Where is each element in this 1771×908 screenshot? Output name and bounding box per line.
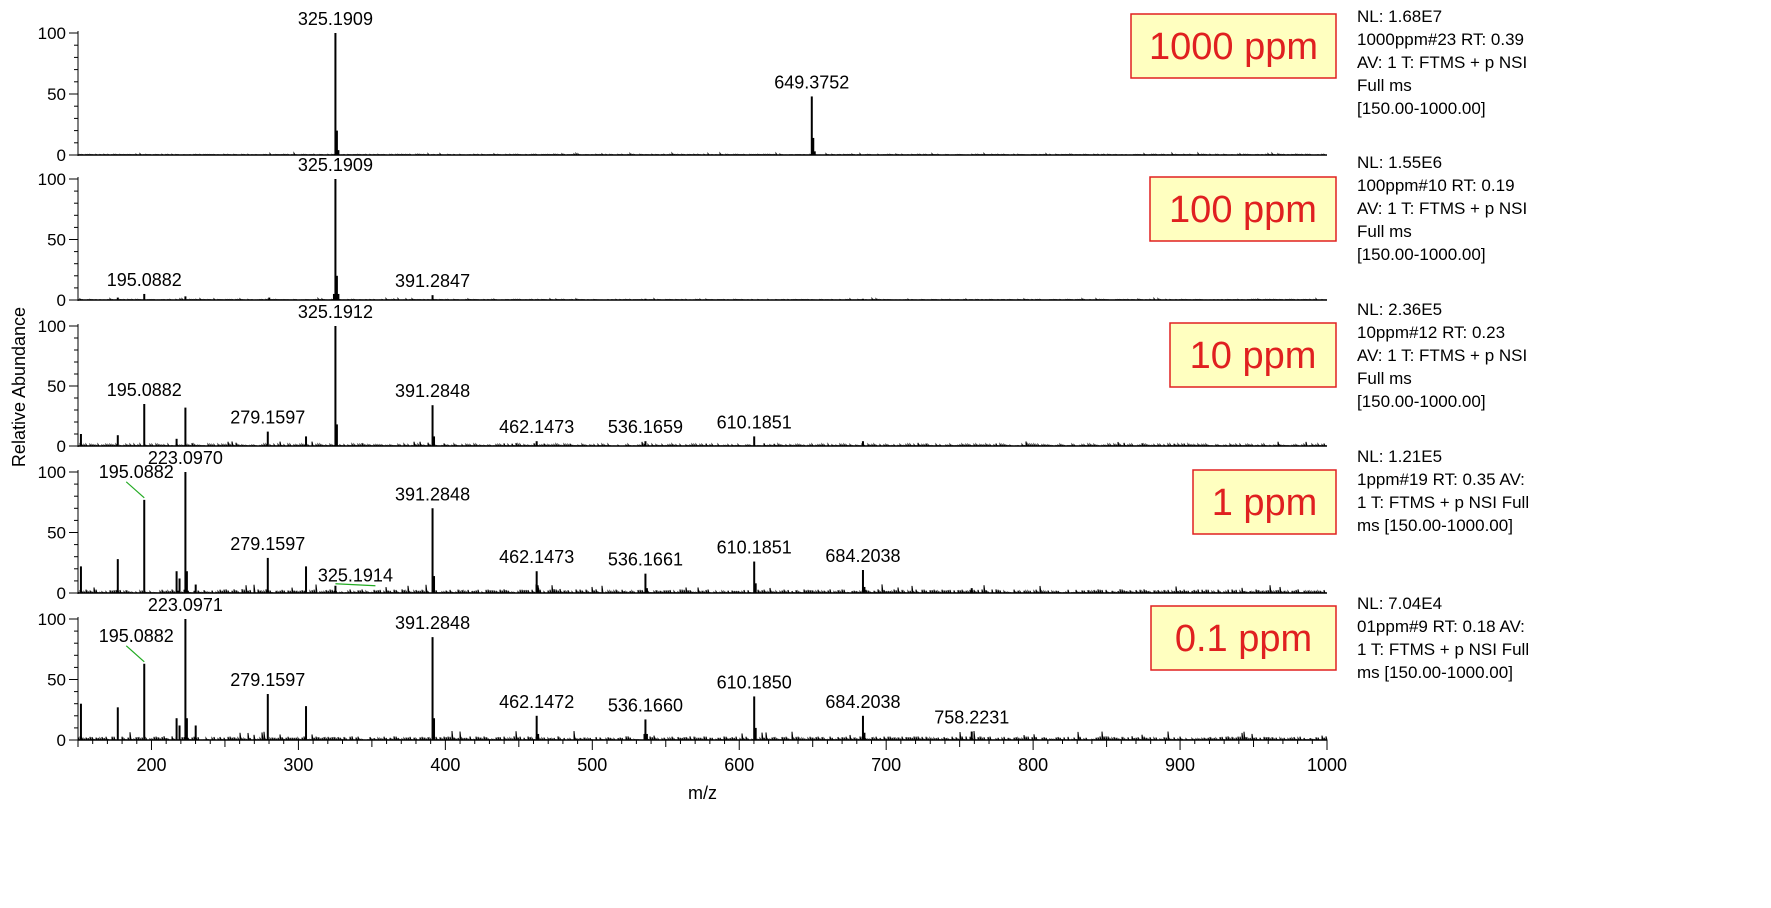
scan-info-line: NL: 1.21E5 — [1357, 447, 1442, 466]
scan-info-line: NL: 7.04E4 — [1357, 594, 1442, 613]
scan-info-line: 1ppm#19 RT: 0.35 AV: — [1357, 470, 1525, 489]
peak-label: 462.1473 — [499, 547, 574, 567]
peak-label: 195.0882 — [107, 270, 182, 290]
concentration-box — [1149, 176, 1337, 242]
y-tick-label: 100 — [38, 317, 66, 336]
x-tick-label: 600 — [724, 755, 754, 775]
concentration-label: 1000 ppm — [1149, 26, 1318, 68]
peak-label: 195.0882 — [107, 380, 182, 400]
peak-label: 610.1850 — [717, 672, 792, 692]
scan-info-line: ms [150.00-1000.00] — [1357, 663, 1513, 682]
scan-info-line: AV: 1 T: FTMS + p NSI — [1357, 346, 1527, 365]
peak-leader-line — [125, 645, 145, 663]
peak-label: 223.0970 — [148, 448, 223, 468]
concentration-box — [1150, 605, 1337, 671]
peak-label: 325.1912 — [298, 302, 373, 322]
scan-info-line: 100ppm#10 RT: 0.19 — [1357, 176, 1515, 195]
peak-label: 462.1473 — [499, 417, 574, 437]
x-tick-label: 800 — [1018, 755, 1048, 775]
peak-label: 279.1597 — [230, 534, 305, 554]
concentration-box — [1130, 13, 1337, 79]
peak-label: 684.2038 — [825, 692, 900, 712]
peak-label: 610.1851 — [717, 538, 792, 558]
y-tick-label: 100 — [38, 463, 66, 482]
x-tick-label: 200 — [136, 755, 166, 775]
scan-info-line: NL: 1.68E7 — [1357, 7, 1442, 26]
peak-label: 391.2848 — [395, 613, 470, 633]
scan-info-line: Full ms — [1357, 222, 1412, 241]
concentration-box — [1169, 322, 1337, 388]
y-tick-label: 0 — [57, 731, 66, 750]
scan-info-line: 1 T: FTMS + p NSI Full — [1357, 640, 1529, 659]
peak-label: 195.0882 — [99, 462, 174, 482]
peak-label: 684.2038 — [825, 546, 900, 566]
peak-label: 279.1597 — [230, 408, 305, 428]
y-tick-label: 0 — [57, 146, 66, 165]
concentration-label: 10 ppm — [1190, 335, 1317, 377]
x-tick-label: 1000 — [1307, 755, 1347, 775]
scan-info-line: Full ms — [1357, 369, 1412, 388]
concentration-label: 100 ppm — [1169, 189, 1317, 231]
scan-info-line: Full ms — [1357, 76, 1412, 95]
scan-info-line: AV: 1 T: FTMS + p NSI — [1357, 53, 1527, 72]
y-tick-label: 100 — [38, 170, 66, 189]
y-tick-label: 50 — [47, 671, 66, 690]
y-tick-label: 50 — [47, 231, 66, 250]
scan-info-line: [150.00-1000.00] — [1357, 245, 1486, 264]
scan-info-line: NL: 2.36E5 — [1357, 300, 1442, 319]
scan-info-line: AV: 1 T: FTMS + p NSI — [1357, 199, 1527, 218]
x-tick-label: 900 — [1165, 755, 1195, 775]
concentration-label: 0.1 ppm — [1175, 618, 1312, 660]
peak-label: 325.1914 — [318, 566, 393, 586]
peak-label: 758.2231 — [934, 708, 1009, 728]
y-tick-label: 50 — [47, 524, 66, 543]
peak-label: 223.0971 — [148, 595, 223, 615]
y-tick-label: 0 — [57, 584, 66, 603]
peak-label: 325.1909 — [298, 155, 373, 175]
scan-info-line: 10ppm#12 RT: 0.23 — [1357, 323, 1505, 342]
peak-label: 325.1909 — [298, 9, 373, 29]
peak-label: 279.1597 — [230, 670, 305, 690]
peak-label: 536.1661 — [608, 550, 683, 570]
y-tick-label: 50 — [47, 85, 66, 104]
peak-leader-line — [125, 481, 145, 499]
scan-info-line: 1000ppm#23 RT: 0.39 — [1357, 30, 1524, 49]
peak-label: 649.3752 — [774, 72, 849, 92]
peak-label: 536.1659 — [608, 417, 683, 437]
peak-label: 391.2848 — [395, 381, 470, 401]
scan-info-line: 1 T: FTMS + p NSI Full — [1357, 493, 1529, 512]
peak-label: 536.1660 — [608, 695, 683, 715]
y-axis-title: Relative Abundance — [9, 307, 29, 467]
baseline-noise-trace — [77, 730, 1328, 741]
y-tick-label: 100 — [38, 610, 66, 629]
peak-leader-line — [335, 583, 376, 587]
peak-label: 610.1851 — [717, 412, 792, 432]
peak-label: 462.1472 — [499, 692, 574, 712]
x-tick-label: 700 — [871, 755, 901, 775]
scan-info-line: [150.00-1000.00] — [1357, 392, 1486, 411]
concentration-label: 1 ppm — [1212, 482, 1318, 524]
scan-info-line: NL: 1.55E6 — [1357, 153, 1442, 172]
x-axis-title: m/z — [688, 783, 717, 803]
peak-label: 195.0882 — [99, 626, 174, 646]
scan-info-line: [150.00-1000.00] — [1357, 99, 1486, 118]
y-tick-label: 0 — [57, 291, 66, 310]
x-tick-label: 300 — [283, 755, 313, 775]
y-tick-label: 0 — [57, 437, 66, 456]
scan-info-line: 01ppm#9 RT: 0.18 AV: — [1357, 617, 1525, 636]
x-tick-label: 500 — [577, 755, 607, 775]
concentration-box — [1192, 469, 1337, 535]
y-tick-label: 100 — [38, 24, 66, 43]
peak-label: 391.2848 — [395, 484, 470, 504]
baseline-noise-trace — [77, 584, 1328, 594]
y-tick-label: 50 — [47, 377, 66, 396]
scan-info-line: ms [150.00-1000.00] — [1357, 516, 1513, 535]
x-tick-label: 400 — [430, 755, 460, 775]
peak-label: 391.2847 — [395, 271, 470, 291]
